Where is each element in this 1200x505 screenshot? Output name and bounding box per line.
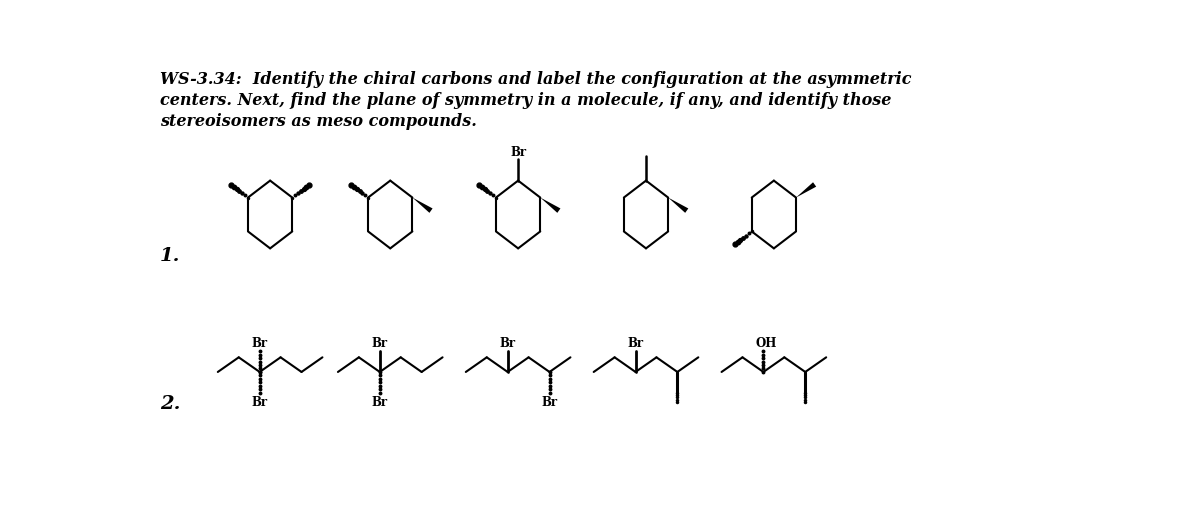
Text: Br: Br	[499, 336, 516, 349]
Text: WS-3.34:  Identify the chiral carbons and label the configuration at the asymmet: WS-3.34: Identify the chiral carbons and…	[160, 71, 912, 88]
Polygon shape	[413, 198, 432, 214]
Text: Br: Br	[252, 395, 268, 408]
Text: Br: Br	[372, 336, 388, 349]
Text: stereoisomers as meso compounds.: stereoisomers as meso compounds.	[160, 113, 476, 130]
Text: Br: Br	[510, 145, 526, 158]
Text: 1.: 1.	[160, 247, 180, 265]
Text: Br: Br	[628, 336, 643, 349]
Text: Br: Br	[252, 336, 268, 349]
Polygon shape	[796, 183, 816, 198]
Text: centers. Next, find the plane of symmetry in a molecule, if any, and identify th: centers. Next, find the plane of symmetr…	[160, 92, 892, 109]
Text: OH: OH	[756, 336, 778, 349]
Text: 2.: 2.	[160, 394, 180, 412]
Polygon shape	[668, 198, 689, 214]
Polygon shape	[540, 198, 560, 214]
Text: Br: Br	[541, 395, 558, 408]
Text: Br: Br	[372, 395, 388, 408]
